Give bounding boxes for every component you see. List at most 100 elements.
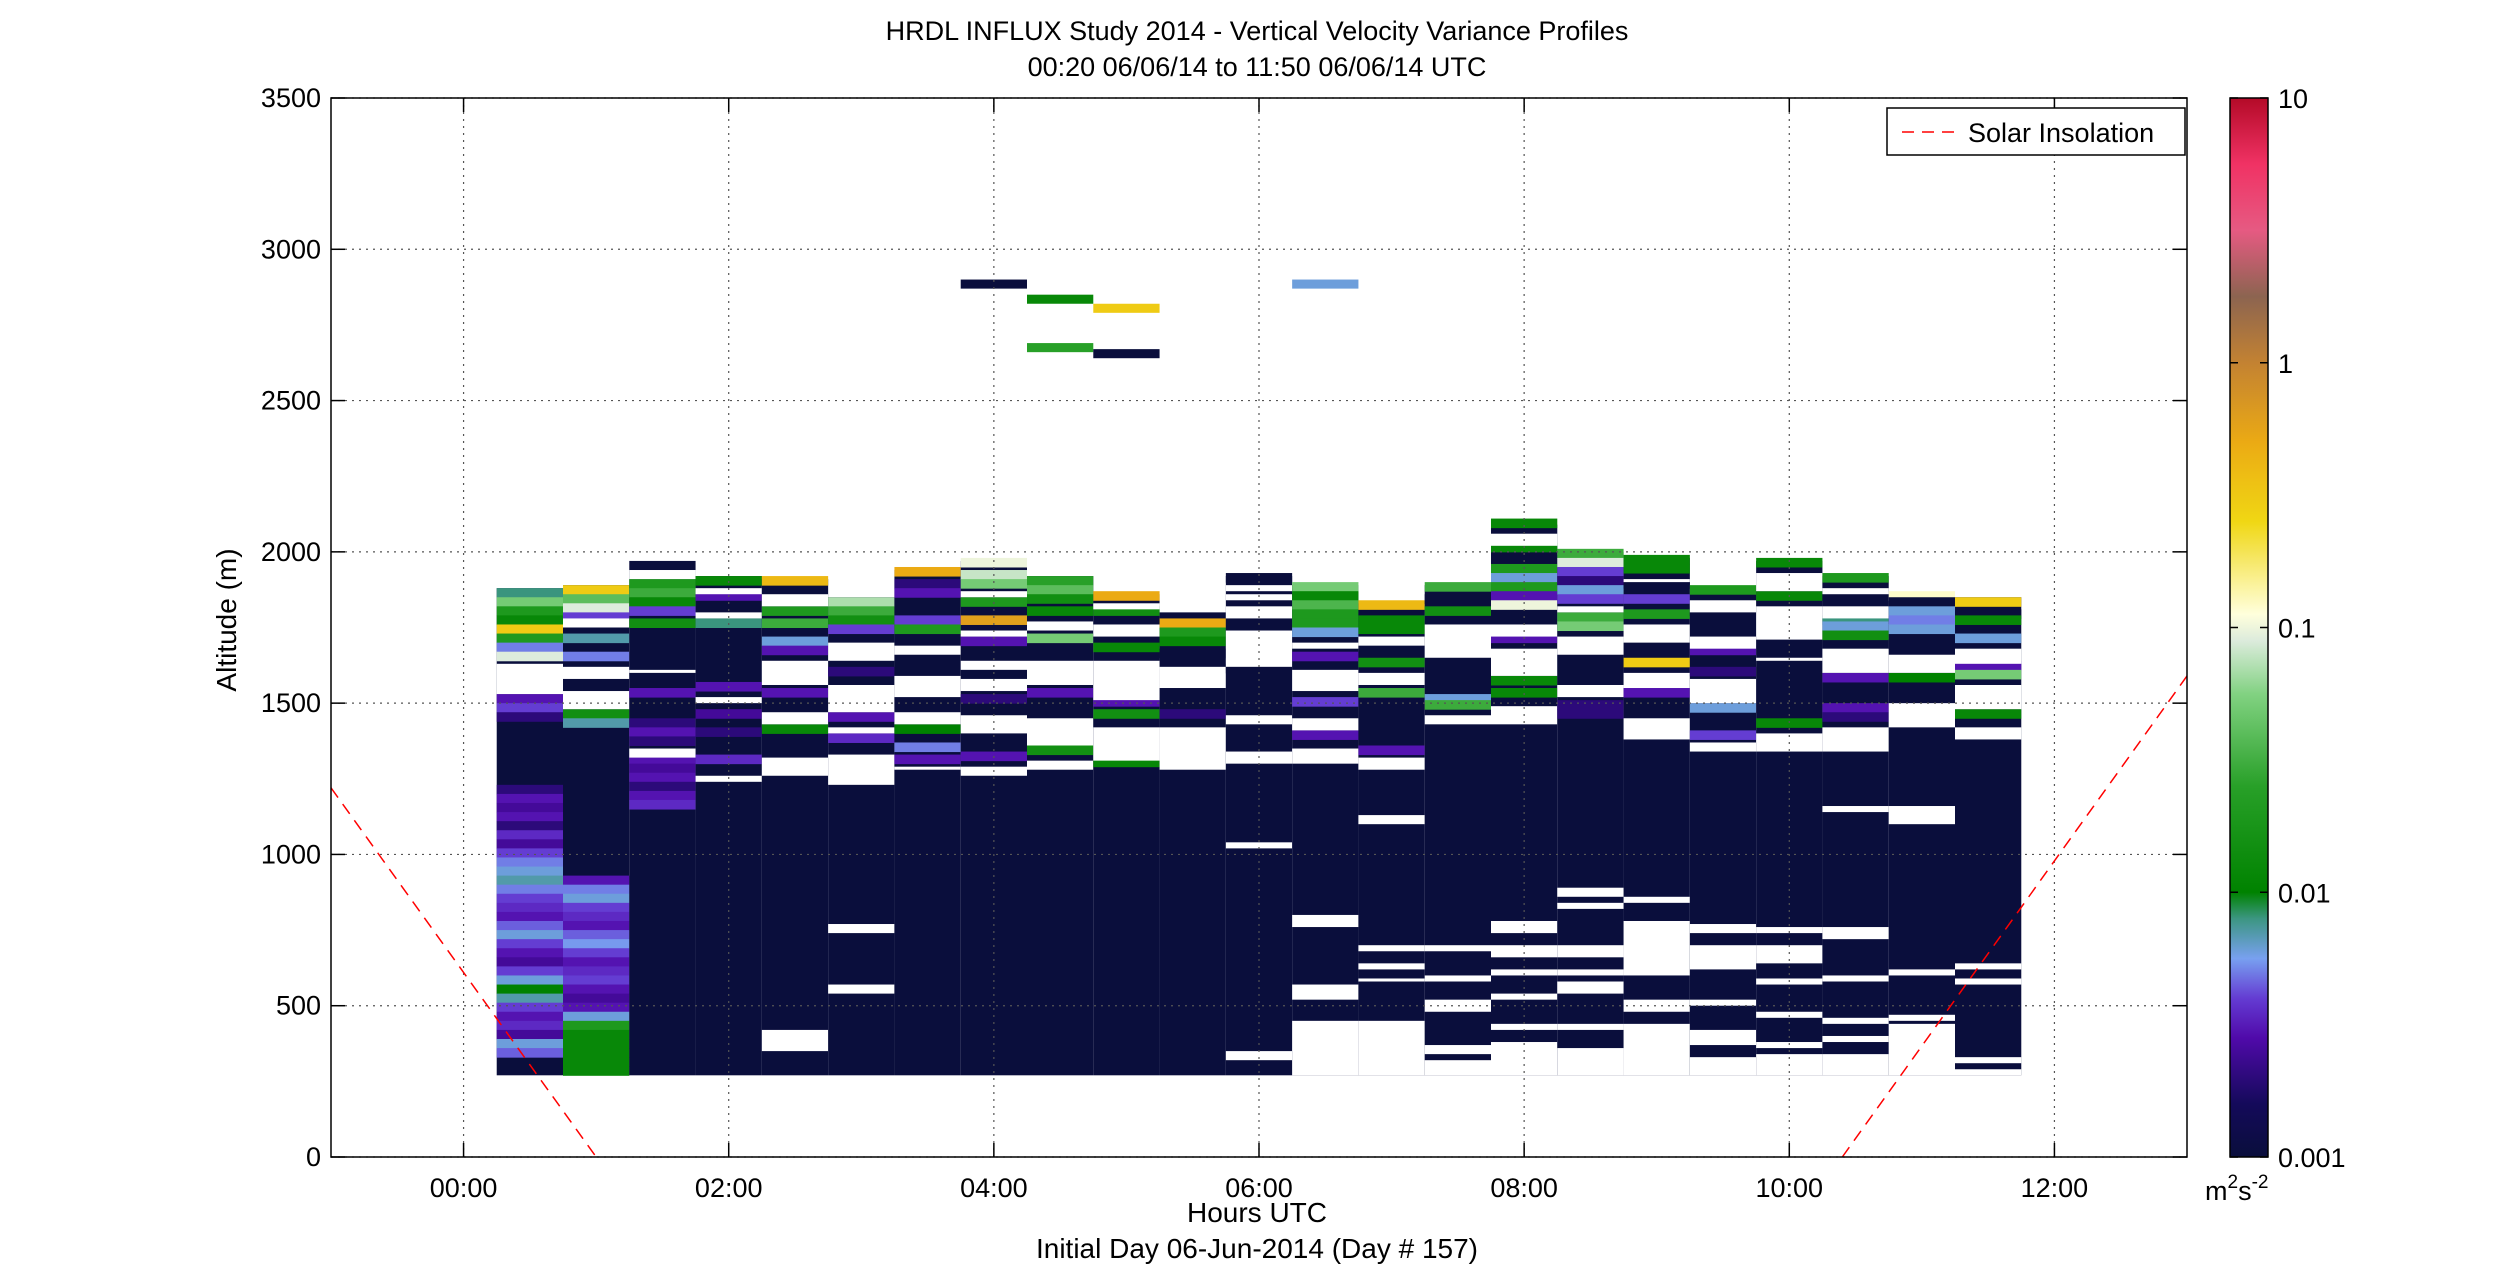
- heatmap-cell: [563, 975, 630, 986]
- heatmap-gap: [1955, 684, 2022, 710]
- heatmap-gap: [1358, 636, 1425, 646]
- heatmap-cell: [563, 948, 630, 958]
- heatmap-gap: [1557, 636, 1624, 655]
- heatmap-gap: [1822, 588, 1889, 595]
- heatmap-cell: [1292, 279, 1359, 289]
- heatmap-cell: [563, 993, 630, 1004]
- heatmap-gap: [960, 591, 1027, 598]
- heatmap-gap: [894, 675, 961, 698]
- heatmap-gap: [1955, 978, 2022, 985]
- heatmap-cell: [563, 911, 630, 922]
- heatmap-cell: [695, 576, 762, 586]
- heatmap-gap: [1689, 924, 1757, 934]
- heatmap-cell: [496, 839, 563, 849]
- heatmap-gap: [1027, 621, 1094, 631]
- heatmap-cell: [1491, 573, 1558, 583]
- heatmap-cell: [1623, 579, 1690, 589]
- profile-column: [960, 279, 1027, 289]
- heatmap-cell: [496, 812, 563, 822]
- heatmap-gap: [1689, 600, 1757, 613]
- profile-column: [1027, 294, 1094, 304]
- heatmap-gap: [1027, 718, 1094, 746]
- heatmap-cell: [1955, 615, 2022, 625]
- heatmap-cell: [828, 712, 895, 722]
- heatmap-cell: [1955, 597, 2022, 607]
- heatmap-cell: [496, 984, 563, 995]
- heatmap-gap: [894, 712, 961, 725]
- heatmap-gap: [1689, 945, 1757, 970]
- y-axis-label: Altitude (m): [211, 548, 242, 691]
- heatmap-cell: [1557, 576, 1624, 586]
- heatmap-gap: [761, 712, 829, 725]
- profile-column: [1358, 600, 1425, 1076]
- heatmap-cell: [1225, 663, 1293, 674]
- colorbar-tick-label: 0.1: [2278, 614, 2316, 644]
- heatmap-cell: [563, 1057, 630, 1067]
- heatmap-gap: [1557, 981, 1624, 994]
- heatmap-cell: [496, 957, 563, 967]
- profile-column: [1756, 557, 1823, 1076]
- heatmap-cell: [1358, 624, 1425, 635]
- heatmap-cell: [1027, 745, 1094, 756]
- heatmap-cell: [563, 718, 630, 728]
- heatmap-cell: [761, 618, 829, 628]
- heatmap-gap: [1623, 1023, 1690, 1076]
- heatmap-cell: [1159, 709, 1226, 719]
- heatmap-gap: [1557, 1048, 1624, 1076]
- heatmap-gap: [1292, 748, 1359, 764]
- profile-column: [1027, 343, 1094, 353]
- heatmap-cell: [761, 724, 829, 734]
- heatmap-gap: [1424, 945, 1491, 952]
- heatmap-cell: [496, 703, 563, 713]
- heatmap-cell: [1955, 709, 2022, 719]
- profile-column: [894, 566, 961, 1076]
- profile-column: [1888, 591, 1955, 1076]
- heatmap-cell: [563, 1011, 630, 1022]
- heatmap-gap: [1093, 624, 1160, 637]
- heatmap-cell: [563, 1066, 630, 1076]
- heatmap-gap: [1689, 636, 1757, 649]
- heatmap-cell: [1027, 633, 1094, 644]
- profile-column: [960, 557, 1027, 1076]
- heatmap-gap: [1689, 999, 1757, 1006]
- heatmap-cell: [629, 718, 696, 728]
- heatmap-cell: [629, 688, 696, 698]
- heatmap-gap: [1822, 606, 1889, 619]
- heatmap-cell: [1689, 703, 1757, 713]
- heatmap-cell: [1292, 697, 1359, 707]
- heatmap-cell: [1491, 554, 1558, 565]
- colorbar-tick-label: 0.001: [2278, 1143, 2346, 1173]
- heatmap-cell: [496, 1029, 563, 1040]
- heatmap-cell: [1557, 557, 1624, 568]
- heatmap-cell: [1159, 636, 1226, 647]
- heatmap-gap: [1756, 1011, 1823, 1018]
- heatmap-cell: [496, 1020, 563, 1031]
- heatmap-cell: [496, 966, 563, 976]
- heatmap-cell: [629, 754, 696, 765]
- heatmap-cell: [695, 709, 762, 719]
- heatmap-gap: [1159, 727, 1226, 770]
- heatmap-gap: [1955, 648, 2022, 664]
- heatmap-cell: [1093, 757, 1160, 768]
- heatmap-cell: [629, 727, 696, 737]
- heatmap-cell: [960, 694, 1027, 704]
- heatmap-gap: [1358, 978, 1425, 982]
- profile-column: [1093, 303, 1160, 313]
- heatmap-cell: [761, 636, 829, 647]
- heatmap-cell: [629, 763, 696, 774]
- legend-label-solar-insolation: Solar Insolation: [1968, 118, 2154, 148]
- heatmap-cell: [563, 585, 630, 595]
- heatmap-cell: [496, 975, 563, 986]
- heatmap-cell: [496, 633, 563, 644]
- heatmap-cell: [563, 651, 630, 662]
- heatmap-gap: [1358, 963, 1425, 970]
- heatmap-gap: [1557, 1023, 1624, 1030]
- y-tick-label: 3000: [261, 234, 321, 264]
- heatmap-cell: [1822, 672, 1889, 683]
- heatmap-gap: [1955, 727, 2022, 740]
- heatmap-cell: [828, 597, 895, 1076]
- heatmap-gap: [1491, 969, 1558, 976]
- heatmap-cell: [1159, 627, 1226, 638]
- solar-insolation-line: [330, 787, 597, 1158]
- heatmap-cell: [496, 930, 563, 940]
